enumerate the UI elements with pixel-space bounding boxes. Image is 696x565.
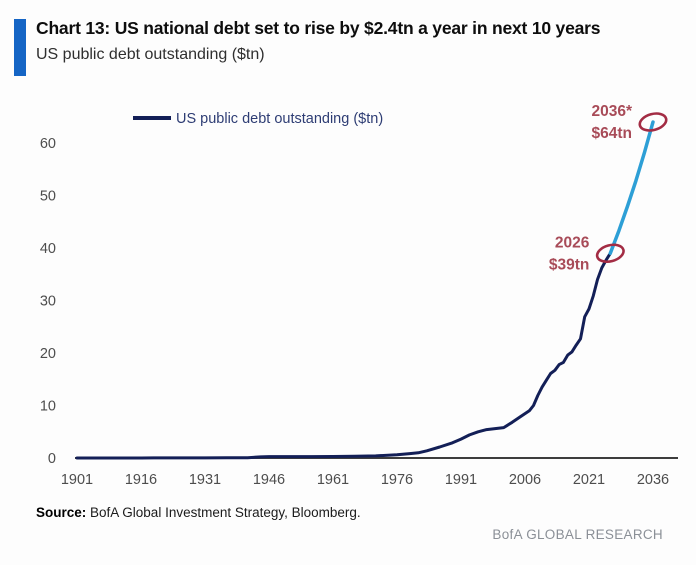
- accent-bar: [14, 19, 26, 76]
- annotation-label: 2026: [555, 234, 590, 251]
- annotation-label: 2036*: [591, 103, 632, 120]
- bofa-global-research-branding: BofA GLOBAL RESEARCH: [492, 527, 663, 542]
- debt-series-line: [75, 251, 612, 460]
- annotation-ellipse: [595, 243, 625, 264]
- debt-line-chart: 0 10 20 30 40 50 60 1901 1916 1931 1946 1961 1976 199…: [40, 103, 678, 488]
- x-tick-label: 2006: [509, 472, 541, 488]
- annotation-label: $64tn: [592, 125, 633, 142]
- x-tick-label: 1961: [317, 472, 349, 488]
- x-tick-label: 1931: [189, 472, 221, 488]
- x-tick-label: 2036: [637, 472, 669, 488]
- source-label: Source:: [36, 505, 87, 520]
- chart-title: Chart 13: US national debt set to rise b…: [36, 18, 601, 38]
- annotation-label: $39tn: [549, 256, 590, 273]
- legend-label: US public debt outstanding ($tn): [176, 111, 383, 127]
- projection-line: [608, 120, 655, 256]
- annotation-ellipse: [638, 112, 668, 132]
- y-tick-label: 10: [40, 399, 56, 415]
- x-tick-label: 1991: [445, 472, 477, 488]
- chart-subtitle: US public debt outstanding ($tn): [36, 46, 265, 63]
- x-tick-label: 2021: [573, 472, 605, 488]
- y-tick-label: 60: [40, 136, 56, 152]
- x-tick-label: 1946: [253, 472, 285, 488]
- y-tick-label: 0: [48, 451, 56, 467]
- x-tick-label: 1976: [381, 472, 413, 488]
- x-tick-label: 1901: [61, 472, 93, 488]
- y-tick-label: 20: [40, 346, 56, 362]
- source-line: Source: BofA Global Investment Strategy,…: [36, 505, 361, 520]
- source-text: BofA Global Investment Strategy, Bloombe…: [86, 505, 361, 520]
- y-tick-label: 50: [40, 189, 56, 205]
- y-tick-label: 40: [40, 241, 56, 257]
- x-tick-label: 1916: [125, 472, 157, 488]
- y-tick-label: 30: [40, 294, 56, 310]
